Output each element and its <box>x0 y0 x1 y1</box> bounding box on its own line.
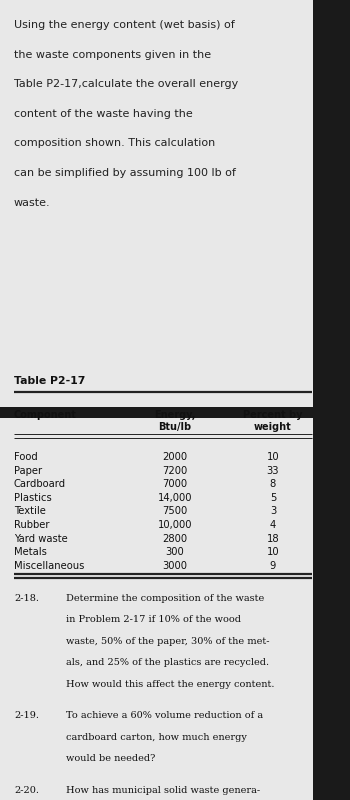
Text: 4: 4 <box>270 520 276 530</box>
Text: 2-18.: 2-18. <box>14 594 39 602</box>
Text: Energy,
Btu/lb: Energy, Btu/lb <box>154 410 196 432</box>
Text: 10: 10 <box>267 452 279 462</box>
Text: 7000: 7000 <box>162 479 188 489</box>
Text: 2000: 2000 <box>162 452 188 462</box>
FancyBboxPatch shape <box>313 0 350 800</box>
Text: Cardboard: Cardboard <box>14 479 66 489</box>
Text: 7500: 7500 <box>162 506 188 517</box>
Text: Food: Food <box>14 452 38 462</box>
Text: How has municipal solid waste genera-: How has municipal solid waste genera- <box>66 786 261 794</box>
Text: waste.: waste. <box>14 198 51 208</box>
Text: Percent by
weight: Percent by weight <box>243 410 303 432</box>
Text: How would this affect the energy content.: How would this affect the energy content… <box>66 680 275 689</box>
Text: als, and 25% of the plastics are recycled.: als, and 25% of the plastics are recycle… <box>66 658 270 667</box>
Text: Textile: Textile <box>14 506 46 517</box>
Text: composition shown. This calculation: composition shown. This calculation <box>14 138 215 149</box>
Text: 2800: 2800 <box>162 534 188 544</box>
Text: 10,000: 10,000 <box>158 520 192 530</box>
Text: Using the energy content (wet basis) of: Using the energy content (wet basis) of <box>14 20 235 30</box>
Text: can be simplified by assuming 100 lb of: can be simplified by assuming 100 lb of <box>14 168 236 178</box>
Text: 5: 5 <box>270 493 276 503</box>
Text: 300: 300 <box>166 547 184 557</box>
Text: 2-19.: 2-19. <box>14 711 39 720</box>
Text: Metals: Metals <box>14 547 47 557</box>
Text: Rubber: Rubber <box>14 520 49 530</box>
Text: Table P2-17,calculate the overall energy: Table P2-17,calculate the overall energy <box>14 79 238 89</box>
Text: Yard waste: Yard waste <box>14 534 68 544</box>
Text: 10: 10 <box>267 547 279 557</box>
Text: 9: 9 <box>270 561 276 571</box>
Text: waste, 50% of the paper, 30% of the met-: waste, 50% of the paper, 30% of the met- <box>66 637 270 646</box>
Text: the waste components given in the: the waste components given in the <box>14 50 211 60</box>
Text: 3000: 3000 <box>162 561 188 571</box>
Text: Table P2-17: Table P2-17 <box>14 376 85 386</box>
Text: 18: 18 <box>267 534 279 544</box>
Text: 7200: 7200 <box>162 466 188 475</box>
Text: in Problem 2-17 if 10% of the wood: in Problem 2-17 if 10% of the wood <box>66 615 241 624</box>
Text: 33: 33 <box>267 466 279 475</box>
Text: Plastics: Plastics <box>14 493 52 503</box>
Text: Component: Component <box>14 410 77 419</box>
Text: Determine the composition of the waste: Determine the composition of the waste <box>66 594 265 602</box>
Text: content of the waste having the: content of the waste having the <box>14 109 193 118</box>
Text: 3: 3 <box>270 506 276 517</box>
Text: Paper: Paper <box>14 466 42 475</box>
Text: 14,000: 14,000 <box>158 493 192 503</box>
Text: 8: 8 <box>270 479 276 489</box>
Text: To achieve a 60% volume reduction of a: To achieve a 60% volume reduction of a <box>66 711 264 720</box>
Text: would be needed?: would be needed? <box>66 754 156 763</box>
FancyBboxPatch shape <box>0 407 313 418</box>
Text: cardboard carton, how much energy: cardboard carton, how much energy <box>66 733 247 742</box>
Text: 2-20.: 2-20. <box>14 786 39 794</box>
Text: Miscellaneous: Miscellaneous <box>14 561 84 571</box>
